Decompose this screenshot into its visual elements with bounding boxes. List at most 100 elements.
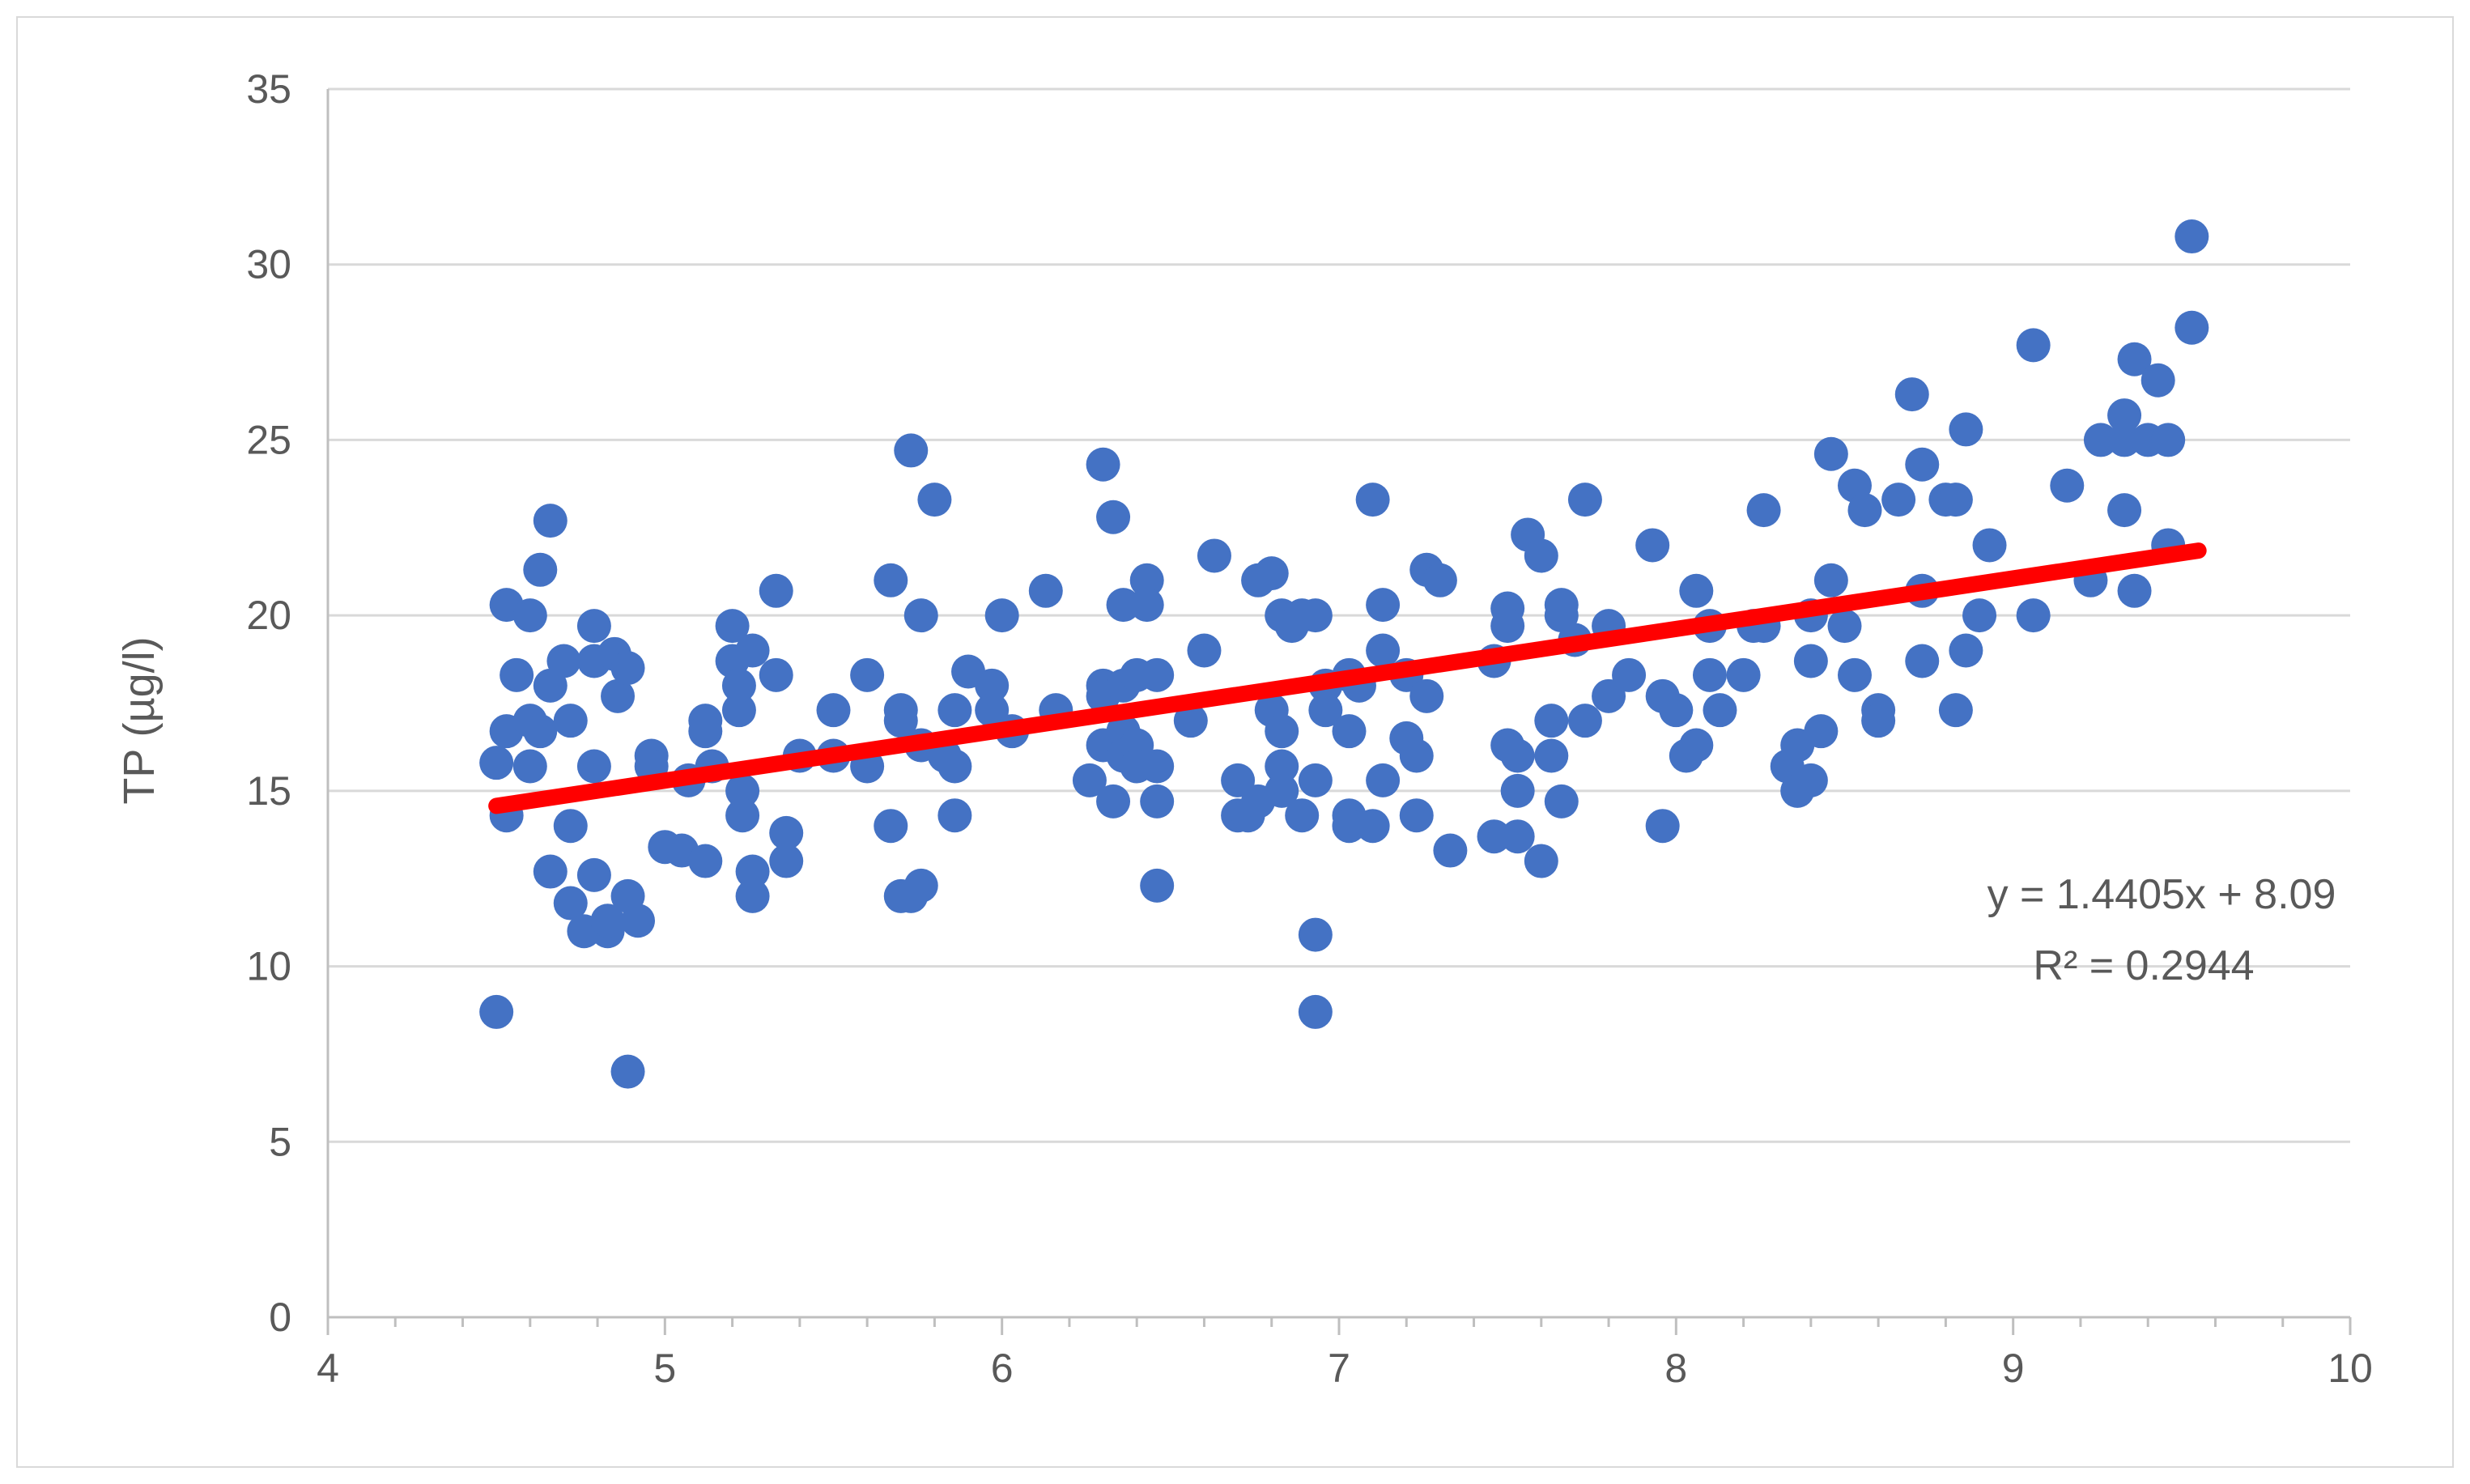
x-tick-label: 7 [1328,1346,1350,1391]
data-point [1366,633,1401,668]
data-point [975,668,1010,703]
data-point [601,678,636,713]
x-tick-label: 10 [2328,1346,2373,1391]
y-axis-title: TP (µg/l) [115,636,164,804]
data-point [2141,363,2175,398]
data-point [553,704,588,738]
data-points [479,219,2209,1089]
data-point [975,693,1010,728]
data-point [479,746,514,780]
data-point [769,844,804,878]
data-point [1285,798,1320,833]
data-point [1254,556,1289,591]
tick-labels: 0 5 10 15 20 25 30 35 4 5 6 7 8 9 10 [246,66,2372,1391]
data-point [1938,693,1973,728]
axes [326,89,2352,1335]
data-point [1096,784,1131,819]
data-point [1500,738,1535,773]
data-point [1129,588,1164,623]
data-point [2016,328,2051,363]
data-point [1096,500,1131,534]
data-point [850,657,885,692]
data-point [1409,678,1444,713]
data-point [2107,493,2142,528]
data-point [1265,773,1299,808]
data-point [1129,563,1164,597]
data-point [1187,633,1222,668]
data-point [1072,763,1107,797]
data-point [523,714,558,749]
data-point [2175,219,2209,254]
data-point [1221,763,1256,797]
data-point [1308,693,1343,728]
data-point [725,798,760,833]
data-point [1645,809,1680,844]
data-point [2151,423,2186,457]
data-point [1813,563,1848,597]
trendline-r-squared: R² = 0.2944 [2033,942,2254,989]
data-point [2016,598,2051,633]
data-point [2083,423,2118,457]
data-point [2117,342,2152,376]
data-point [590,904,625,938]
data-point [576,857,611,892]
data-point [2107,398,2142,433]
data-point [1612,657,1647,692]
data-point [2107,423,2142,457]
data-point [1861,704,1896,738]
data-point [1793,644,1828,678]
y-tick-label: 0 [269,1295,291,1340]
data-point [759,573,793,608]
data-point [621,904,656,938]
data-point [1298,598,1333,633]
y-tick-label: 5 [269,1119,291,1164]
data-point [917,483,952,517]
data-point [769,815,804,850]
data-point [715,609,750,644]
data-point [500,657,534,692]
data-point [1837,657,1872,692]
data-point [2175,310,2209,345]
data-point [721,668,756,703]
data-point [1592,678,1626,713]
x-tick-label: 4 [317,1346,339,1391]
data-point [1659,693,1694,728]
data-point [874,563,908,597]
data-point [1972,528,2007,563]
data-point [735,854,770,889]
data-point [1028,573,1063,608]
data-point [1567,483,1602,517]
data-point [1265,749,1299,784]
trendline-group [488,542,2207,814]
data-point [1197,538,1231,573]
data-point [1679,728,1714,763]
data-point [1827,609,1862,644]
data-point [1106,588,1141,623]
data-point [1524,844,1558,878]
x-tick-label: 9 [2002,1346,2025,1391]
data-point [1938,483,1973,517]
data-point [759,657,793,692]
data-point [2117,573,2152,608]
data-point [937,798,972,833]
data-point [688,844,723,878]
data-point [1500,819,1535,854]
data-point [1366,763,1401,797]
data-point [937,693,972,728]
data-point [1086,447,1120,482]
data-point [1793,763,1828,797]
data-point [1140,784,1175,819]
data-point [1140,868,1175,903]
data-point [1477,819,1511,854]
data-point [1298,917,1333,952]
data-point [883,704,918,738]
data-point [523,552,558,587]
data-point [1399,798,1434,833]
data-point [1847,493,1882,528]
data-point [903,868,938,903]
data-point [1544,784,1579,819]
data-point [1534,738,1569,773]
data-point [553,809,588,844]
y-tick-label: 10 [246,944,291,989]
chart-area [16,16,2454,1468]
